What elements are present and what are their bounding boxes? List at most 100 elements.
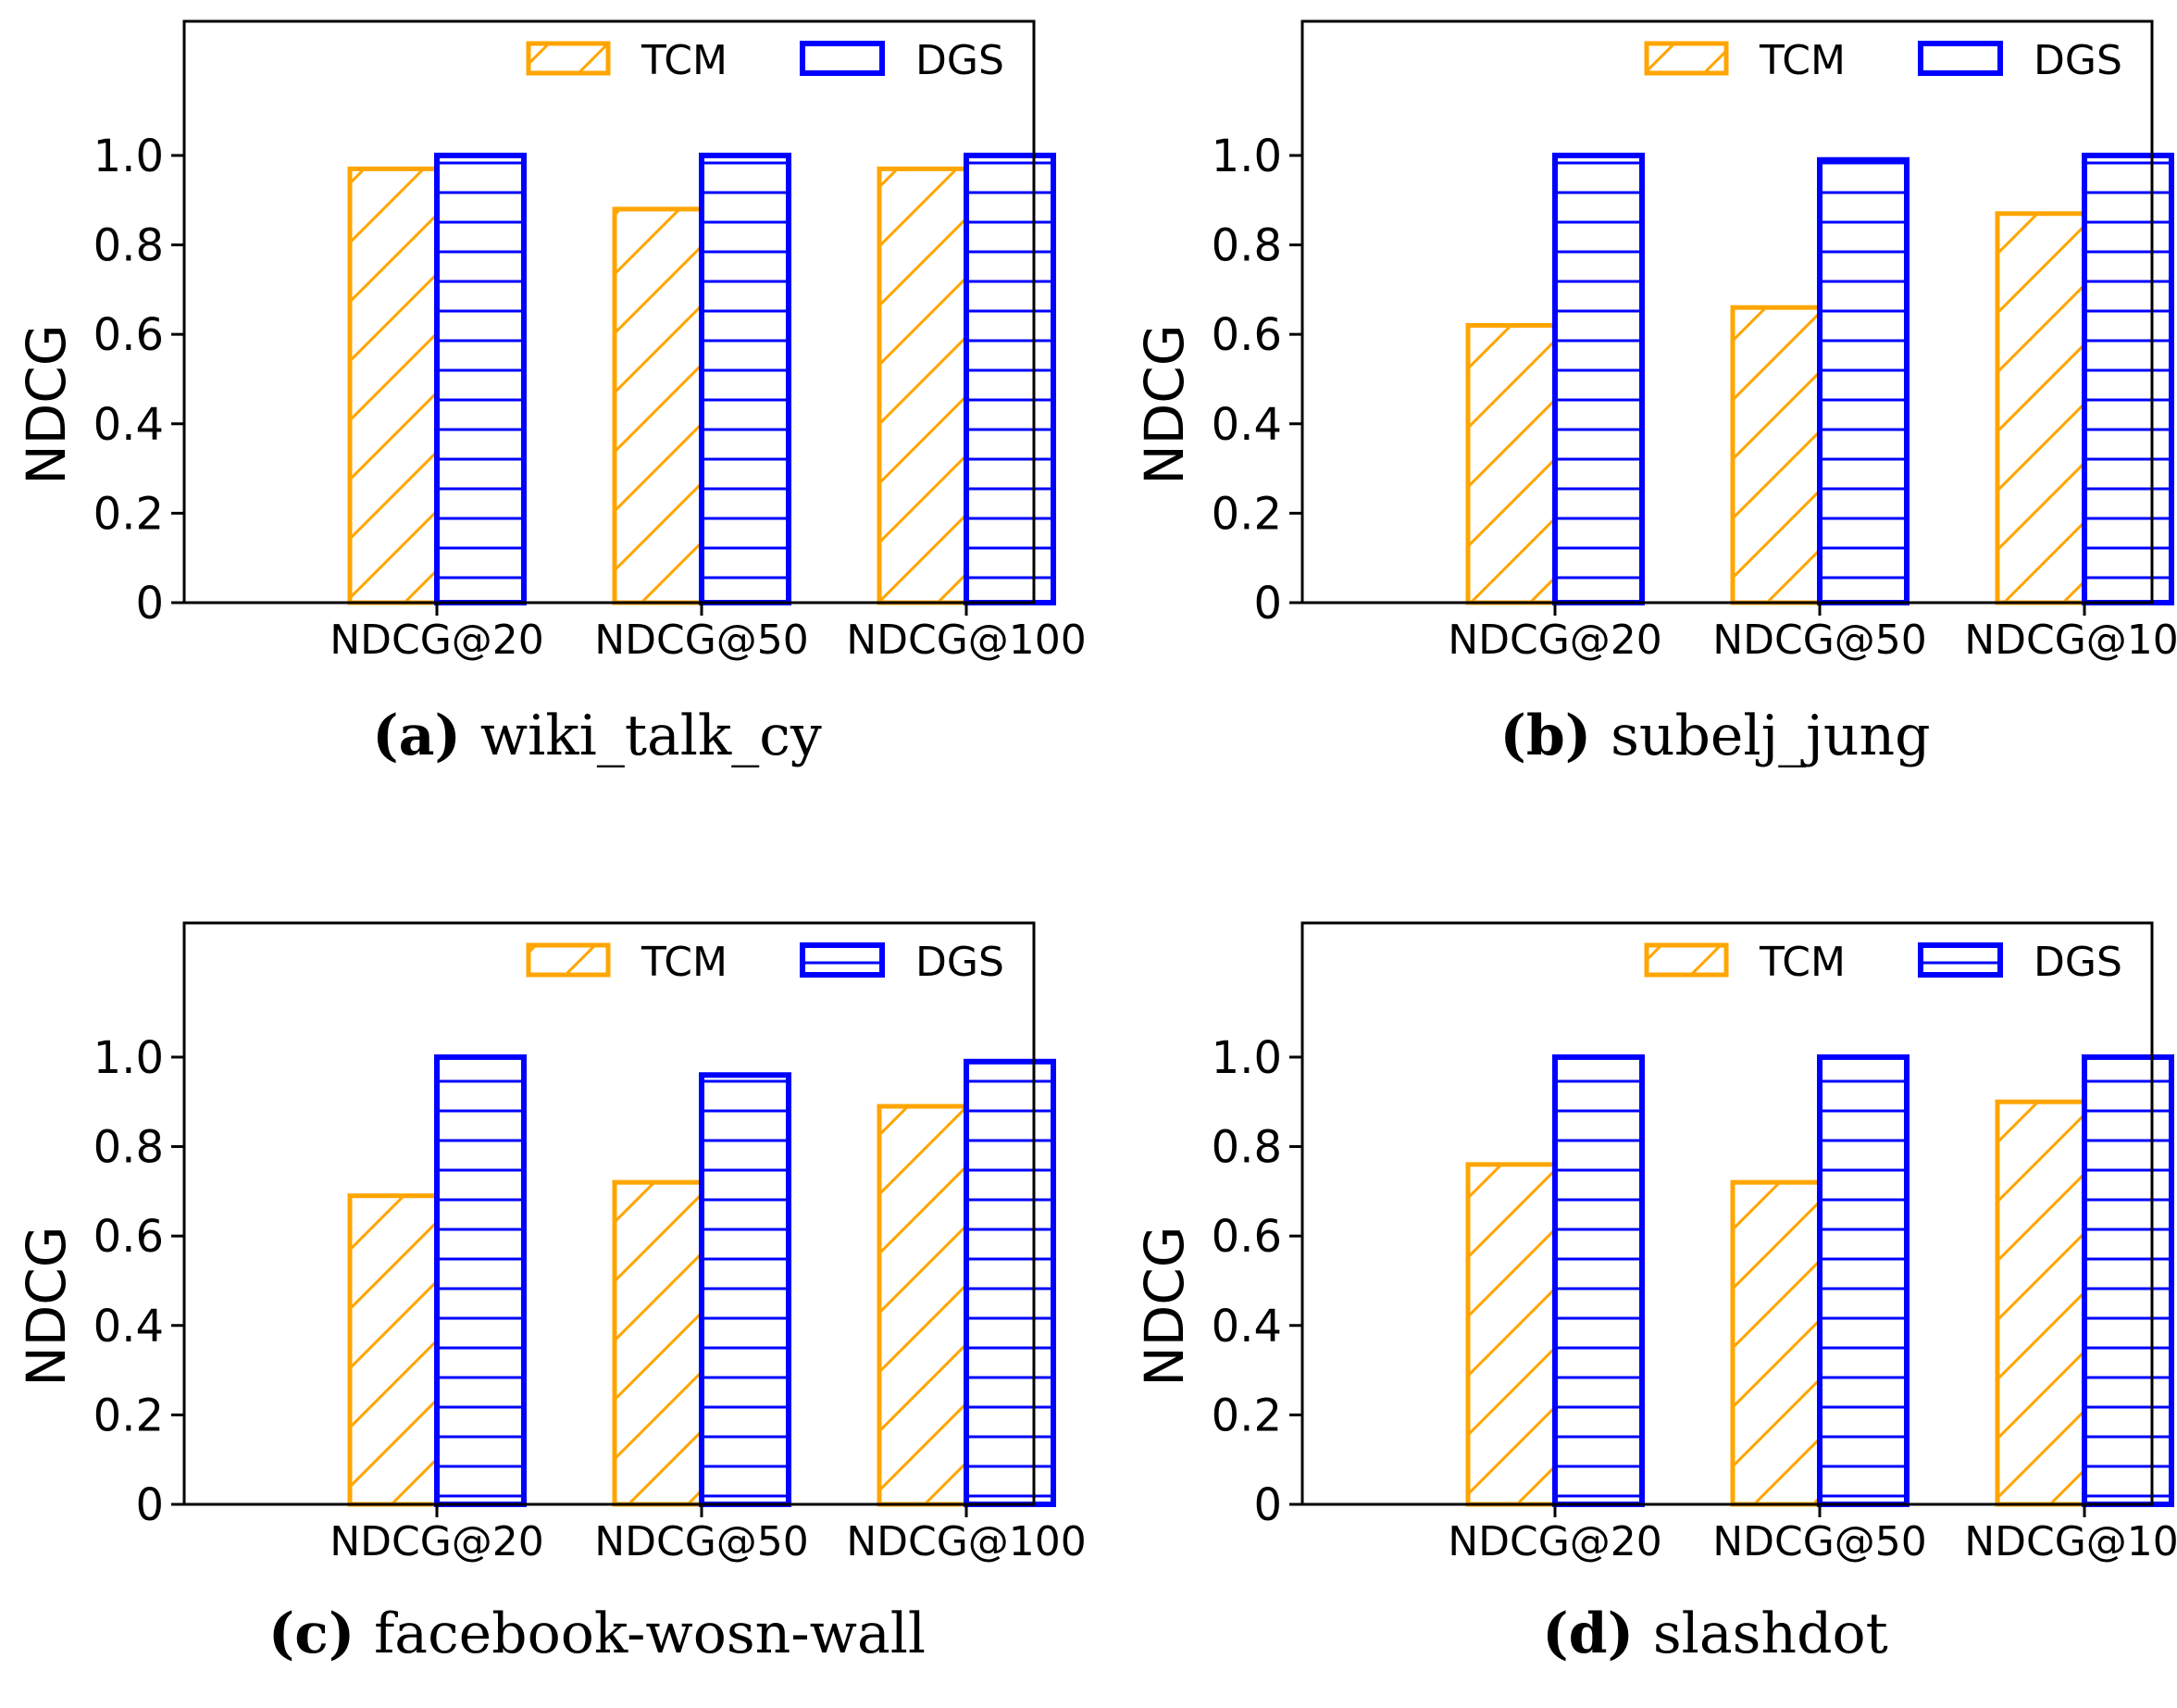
legend-tcm-swatch [526, 942, 611, 978]
dgs-bar-ndcg-100 [2082, 1053, 2174, 1508]
caption-letter: (d) [1542, 1602, 1653, 1666]
y-axis-label: NDCG [15, 1226, 78, 1387]
chart-panel-d: 0 0.2 0.4 0.6 0.8 1.0 NDCG NDCG@20 NDCG@50 NDCG@1… [1133, 921, 2177, 1666]
y-tick-label: 0 [1253, 578, 1282, 630]
x-tick-label: NDCG@20 [1448, 617, 1662, 664]
legend-tcm-label: TCM [1759, 37, 1846, 84]
y-tick-label: 0 [135, 578, 164, 630]
y-tick-label: 0 [1253, 1479, 1282, 1531]
legend: TCM DGS [526, 37, 1004, 84]
dgs-bar-ndcg-50 [699, 152, 791, 606]
legend-dgs-swatch [1918, 41, 2003, 76]
y-tick-label: 0 [135, 1479, 164, 1531]
legend-tcm-label: TCM [641, 939, 728, 986]
x-tick-label: NDCG@50 [1712, 1518, 1927, 1565]
y-tick-label: 0.6 [1212, 309, 1282, 361]
chart-panel-c: 0 0.2 0.4 0.6 0.8 1.0 NDCG NDCG@20 NDCG@50 NDCG@1… [15, 921, 1087, 1666]
y-axis-label: NDCG [15, 324, 78, 485]
x-tick-label: NDCG@20 [330, 617, 544, 664]
y-tick-label: 1.0 [93, 131, 164, 182]
legend-tcm-swatch [1644, 942, 1729, 978]
y-tick-label: 0.4 [1212, 1301, 1282, 1353]
y-tick-label: 0.4 [1212, 399, 1282, 451]
caption-letter: (b) [1499, 704, 1611, 768]
y-tick-label: 0.2 [93, 488, 164, 540]
x-tick-label: NDCG@100 [846, 617, 1087, 664]
legend: TCM DGS [526, 939, 1004, 986]
tcm-bar-ndcg-100 [877, 1103, 969, 1507]
legend-dgs-swatch [1918, 942, 2003, 978]
caption-letter: (c) [268, 1602, 374, 1666]
y-tick-label: 0.6 [93, 1211, 164, 1263]
legend-dgs-label: DGS [915, 37, 1004, 84]
y-tick-label: 0.6 [93, 309, 164, 361]
dgs-bar-ndcg-50 [1817, 1053, 1910, 1508]
y-tick-label: 0.2 [93, 1390, 164, 1441]
dgs-bar-ndcg-100 [964, 152, 1056, 606]
caption-letter: (a) [372, 704, 480, 768]
y-tick-label: 1.0 [1212, 131, 1282, 182]
dgs-bar-ndcg-100 [2082, 152, 2174, 606]
tcm-bar-ndcg-100 [877, 166, 969, 605]
subfigure-caption: (a) wiki_talk_cy [372, 704, 822, 768]
y-tick-label: 0.8 [1212, 1122, 1282, 1174]
legend: TCM DGS [1644, 939, 2122, 986]
y-tick-label: 0.2 [1212, 488, 1282, 540]
y-tick-label: 0.8 [93, 1122, 164, 1174]
dgs-bar-ndcg-100 [964, 1058, 1056, 1508]
x-tick-label: NDCG@50 [594, 617, 809, 664]
legend-dgs-swatch [800, 41, 885, 76]
tcm-bar-ndcg-50 [612, 1179, 704, 1507]
legend-tcm-swatch [1644, 41, 1729, 76]
dgs-bar-ndcg-20 [434, 152, 527, 606]
y-axis-label: NDCG [1133, 324, 1196, 485]
x-tick-label: NDCG@20 [330, 1518, 544, 1565]
x-tick-label: NDCG@100 [846, 1518, 1087, 1565]
y-tick-label: 0.6 [1212, 1211, 1282, 1263]
legend-dgs-label: DGS [2034, 37, 2122, 84]
x-tick-label: NDCG@100 [1964, 1518, 2177, 1565]
tcm-bar-ndcg-100 [1995, 1099, 2087, 1507]
tcm-bar-ndcg-50 [1730, 1179, 1822, 1507]
tcm-bar-ndcg-50 [1730, 305, 1822, 605]
x-tick-label: NDCG@20 [1448, 1518, 1662, 1565]
tcm-bar-ndcg-20 [1465, 322, 1558, 605]
dgs-bar-ndcg-50 [1817, 156, 1910, 605]
legend: TCM DGS [1644, 37, 2122, 84]
y-tick-label: 0.2 [1212, 1390, 1282, 1441]
y-tick-label: 1.0 [1212, 1032, 1282, 1084]
y-tick-label: 0.8 [93, 220, 164, 272]
tcm-bar-ndcg-100 [1995, 211, 2087, 605]
tcm-bar-ndcg-50 [612, 206, 704, 605]
subfigure-caption: (b) subelj_jung [1499, 704, 1930, 768]
plot-frame [1300, 19, 2154, 605]
chart-panel-a: 0 0.2 0.4 0.6 0.8 1.0 NDCG NDCG@20 NDCG@50 NDCG@1… [15, 19, 1087, 768]
charts-container: 0 0.2 0.4 0.6 0.8 1.0 NDCG NDCG@20 NDCG@50 NDCG@1… [15, 19, 2177, 1666]
x-tick-label: NDCG@50 [594, 1518, 809, 1565]
tcm-bar-ndcg-20 [347, 1193, 440, 1507]
y-axis-label: NDCG [1133, 1226, 1196, 1387]
y-tick-label: 0.8 [1212, 220, 1282, 272]
y-tick-label: 0.4 [93, 1301, 164, 1353]
caption-text: facebook-wosn-wall [374, 1602, 926, 1666]
caption-text: subelj_jung [1611, 704, 1930, 768]
plot-frame [182, 19, 1036, 605]
plot-frame [1300, 921, 2154, 1506]
dgs-bar-ndcg-20 [434, 1053, 527, 1508]
legend-dgs-label: DGS [915, 939, 1004, 986]
subfigure-caption: (d) slashdot [1542, 1602, 1887, 1666]
legend-dgs-label: DGS [2034, 939, 2122, 986]
legend-tcm-label: TCM [641, 37, 728, 84]
dgs-bar-ndcg-50 [699, 1072, 791, 1507]
caption-text: slashdot [1653, 1602, 1888, 1666]
chart-panel-b: 0 0.2 0.4 0.6 0.8 1.0 NDCG NDCG@20 NDCG@50 NDCG@1… [1133, 19, 2177, 768]
y-tick-label: 1.0 [93, 1032, 164, 1084]
legend-tcm-label: TCM [1759, 939, 1846, 986]
caption-text: wiki_talk_cy [480, 704, 822, 768]
x-tick-label: NDCG@100 [1964, 617, 2177, 664]
x-tick-label: NDCG@50 [1712, 617, 1927, 664]
tcm-bar-ndcg-20 [1465, 1162, 1558, 1507]
legend-dgs-swatch [800, 942, 885, 978]
dgs-bar-ndcg-20 [1552, 152, 1645, 606]
